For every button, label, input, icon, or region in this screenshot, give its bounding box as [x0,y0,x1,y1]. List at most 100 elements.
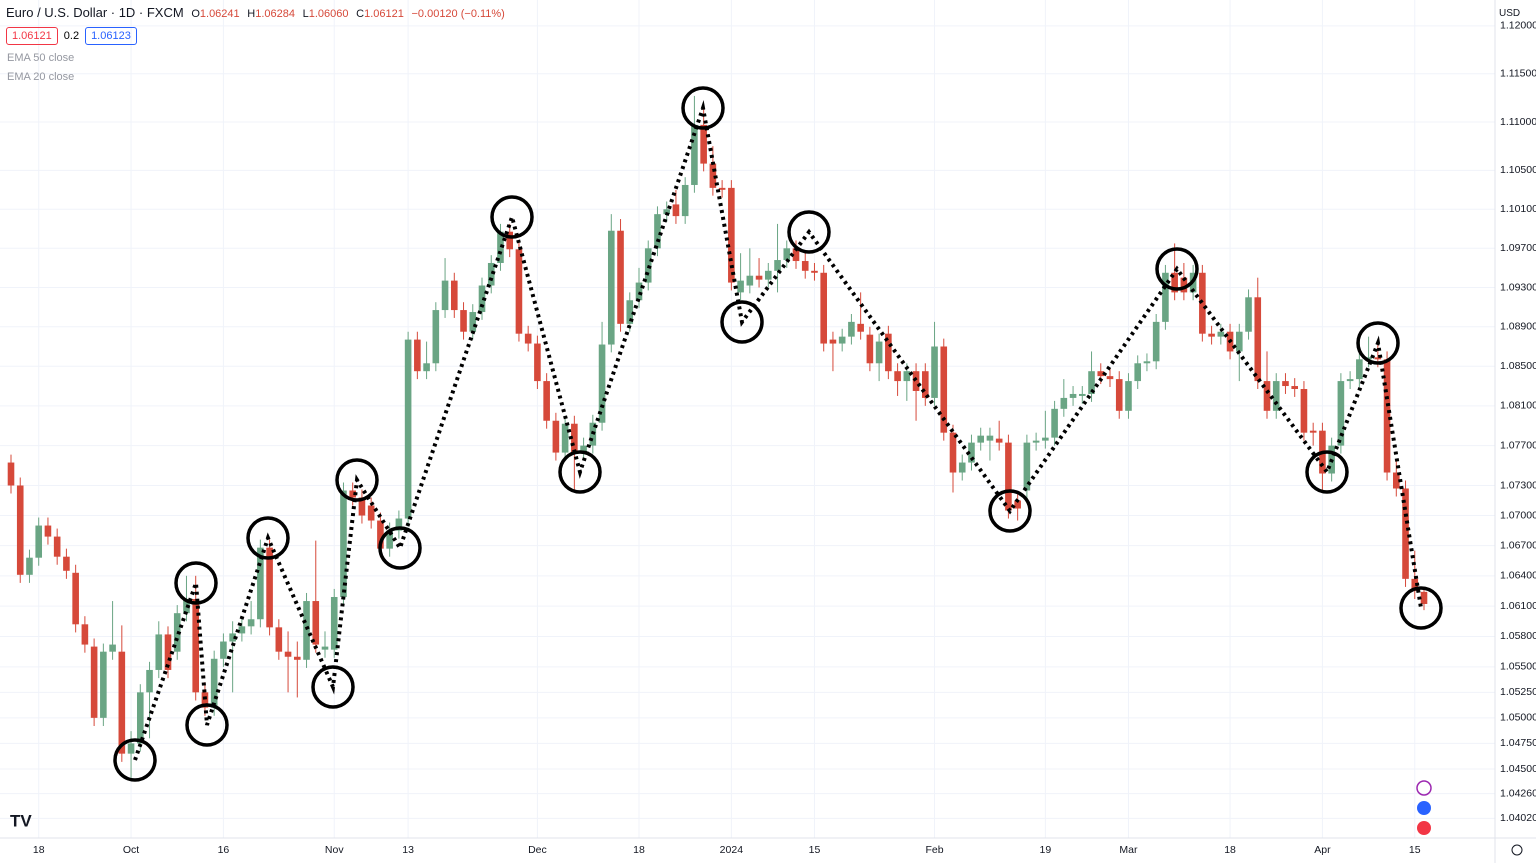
candle-body [543,381,550,421]
candle-body [1402,488,1409,579]
ohlc-label: H [247,8,256,20]
candle-body [1152,321,1160,362]
candle-body [626,300,634,324]
candle-body [1032,440,1040,443]
y-tick-label: 1.06400 [1500,570,1536,582]
candle-body [764,270,772,280]
header: Euro / U.S. Dollar · 1D · FXCM O1.06241 … [6,5,509,20]
candle-body [534,343,541,382]
candle-body [1060,397,1068,409]
candle-body [26,557,33,575]
ohlc-value: 1.06121 [364,8,404,20]
candle-body [303,601,310,660]
candle-body [35,525,43,558]
candle-body [450,280,458,311]
x-tick-label: 15 [1409,844,1421,856]
candle-body [432,310,440,364]
candle-body [995,438,1003,443]
candle-body [1392,472,1400,489]
candle-body [266,547,273,628]
candle-body [571,423,578,453]
candle-body [44,525,52,537]
candle-body [100,651,107,718]
candle-body [801,261,809,271]
candle-body [1115,379,1123,411]
candle-body [257,547,264,620]
candles [7,95,1428,780]
indicator[interactable]: EMA 50 close [7,52,75,64]
x-tick-label: Oct [123,844,139,856]
candle-body [857,323,864,332]
candle-body [838,336,846,344]
y-tick-label: 1.05800 [1500,630,1536,642]
indicator[interactable]: EMA 20 close [7,71,75,83]
candle-body [136,692,144,744]
candle-body [1365,357,1372,360]
candle-body [358,497,366,516]
candle-body [561,423,569,453]
y-tick-label: 1.10100 [1500,203,1536,215]
candle-body [921,371,929,398]
axes: 1.04020 1.04260 1.04500 1.04750 1.05000 1.052… [33,20,1536,856]
candle-body [321,646,329,650]
candle-body [1014,500,1021,509]
candle-body [1023,442,1031,491]
candle-body [109,644,116,652]
candle-body [829,339,837,344]
candle-body [885,333,892,372]
y-tick-label: 1.11000 [1500,116,1536,128]
y-tick-label: 1.09700 [1500,242,1536,254]
x-tick-label: 16 [218,844,230,856]
candle-body [220,641,227,659]
candle-body [1106,376,1114,380]
x-tick-label: 15 [809,844,821,856]
candle-body [515,249,523,334]
candle-body [718,187,726,190]
x-tick-label: Apr [1314,844,1331,856]
y-tick-label: 1.09300 [1500,281,1536,293]
y-tick-label: 1.12000 [1500,20,1536,32]
candle-body [1180,277,1188,293]
candle-body [580,445,587,453]
y-tick-label: 1.06100 [1500,600,1536,612]
candle-body [460,310,467,332]
y-tick-label: 1.04750 [1500,737,1536,749]
candle-body [293,656,301,660]
x-tick-label: 19 [1040,844,1052,856]
sell-price[interactable]: 1.06121 [6,27,58,45]
settings-icon[interactable] [1511,844,1523,856]
icon[interactable] [1416,780,1432,796]
candle-body [654,214,661,249]
candle-body [1420,591,1428,604]
candle-body [1069,393,1077,398]
ohlc-label: C [356,8,365,20]
icon[interactable] [1417,801,1431,815]
ohlc-value: 1.06241 [199,8,240,20]
candle-body [506,231,514,250]
candle-body [229,633,236,642]
candle-body [90,646,98,718]
candle-body [607,230,615,345]
buy-price[interactable]: 1.06123 [85,27,137,45]
candle-body [312,601,320,645]
y-tick-label: 1.05250 [1500,686,1536,698]
candle-body [210,658,218,708]
icon[interactable] [1417,821,1431,835]
candle-body [728,187,735,283]
candle-body [1235,331,1243,352]
candle-body [275,627,283,652]
candle-body [1254,297,1262,382]
candle-body [1282,381,1289,387]
candle-body [238,626,246,634]
grid [0,0,1495,838]
candle-body [700,124,707,164]
candle-body [1411,578,1419,591]
x-tick-label: Mar [1119,844,1138,856]
candle-body [663,209,671,215]
symbol-title: Euro / U.S. Dollar · 1D · FXCM [6,5,184,20]
candle-body [1374,357,1382,360]
currency[interactable]: USD [1499,8,1521,19]
candle-body [1300,389,1308,433]
candle-body [1346,379,1354,382]
candle-body [1051,408,1058,438]
